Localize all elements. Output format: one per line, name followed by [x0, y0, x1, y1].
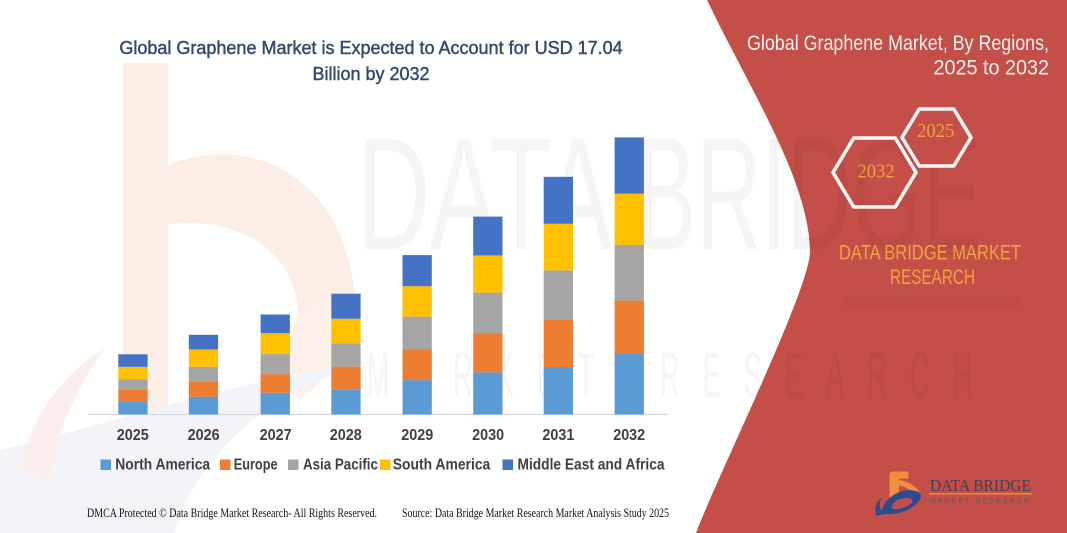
svg-text:MARKET RESEARCH: MARKET RESEARCH: [930, 497, 1031, 506]
svg-text:Source: Data Bridge Market Res: Source: Data Bridge Market Research Mark…: [402, 506, 669, 520]
svg-text:2032: 2032: [613, 427, 645, 444]
svg-text:2032: 2032: [857, 161, 894, 183]
svg-text:DATA BRIDGE MARKET: DATA BRIDGE MARKET: [839, 241, 1021, 265]
svg-text:MARKET: MARKET: [367, 339, 617, 411]
svg-text:2025: 2025: [917, 120, 954, 142]
svg-text:2025 to 2032: 2025 to 2032: [934, 56, 1050, 80]
svg-text:North America: North America: [115, 457, 210, 474]
svg-text:2027: 2027: [260, 427, 292, 444]
svg-text:2029: 2029: [401, 427, 433, 444]
svg-text:Asia Pacific: Asia Pacific: [303, 457, 378, 474]
svg-text:Global Graphene Market, By Reg: Global Graphene Market, By Regions,: [747, 31, 1049, 55]
svg-text:Europe: Europe: [234, 457, 278, 474]
svg-text:RESEARCH: RESEARCH: [890, 265, 975, 289]
svg-text:DATA BRIDGE: DATA BRIDGE: [930, 476, 1031, 495]
svg-text:DMCA Protected © Data Bridge M: DMCA Protected © Data Bridge Market Rese…: [87, 506, 377, 520]
svg-text:2031: 2031: [542, 427, 574, 444]
svg-text:2030: 2030: [472, 427, 504, 444]
svg-text:South America: South America: [393, 457, 491, 474]
svg-text:Middle East and Africa: Middle East and Africa: [518, 457, 665, 474]
svg-text:2028: 2028: [330, 427, 362, 444]
svg-text:2026: 2026: [188, 427, 220, 444]
svg-text:2025: 2025: [117, 427, 149, 444]
